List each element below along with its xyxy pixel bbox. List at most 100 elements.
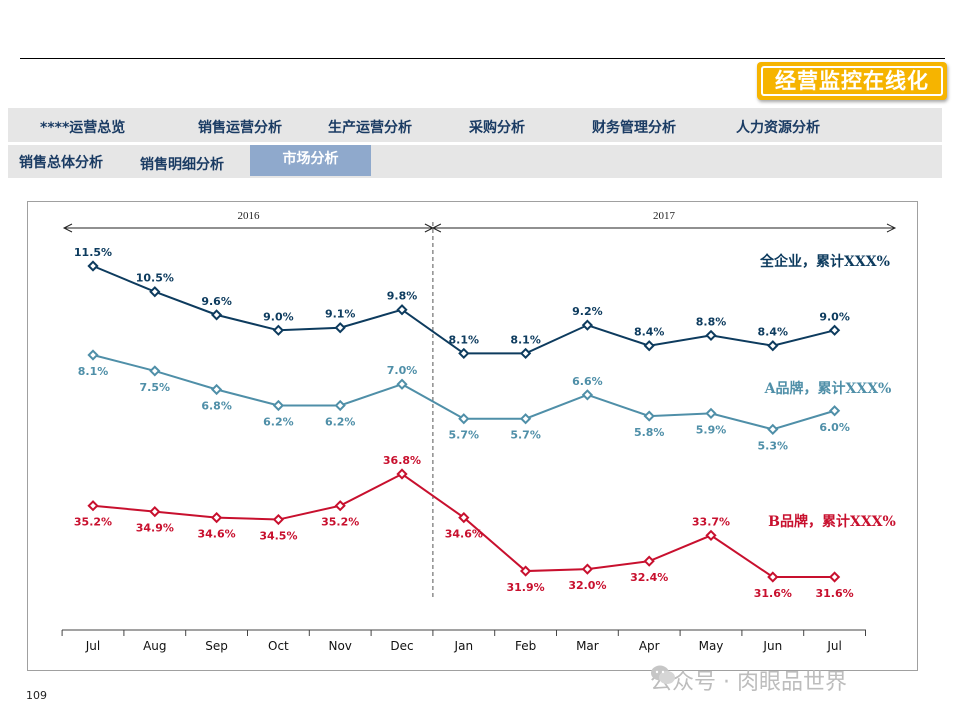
banner-title: 经营监控在线化 xyxy=(761,66,943,96)
data-label-total: 9.6% xyxy=(201,295,232,308)
data-point-brand-b xyxy=(767,571,779,583)
data-point-total xyxy=(705,329,717,342)
data-point-brand-a xyxy=(767,423,779,435)
data-label-total: 9.2% xyxy=(572,305,603,318)
data-label-brand-b: 34.6% xyxy=(198,528,236,541)
x-tick-label: Apr xyxy=(639,639,660,653)
x-tick-label: Aug xyxy=(143,639,166,653)
x-tick-label: Feb xyxy=(515,639,536,653)
year-label-2017: 2017 xyxy=(653,210,676,222)
chart-frame xyxy=(27,201,918,671)
data-point-total xyxy=(149,286,161,298)
data-point-total xyxy=(519,347,532,360)
data-label-total: 8.1% xyxy=(510,333,541,346)
year-arrow-right-2017 xyxy=(886,223,897,233)
x-tick-label: Mar xyxy=(576,639,599,653)
data-label-brand-a: 5.7% xyxy=(449,429,480,442)
data-point-total xyxy=(767,340,779,352)
data-label-total: 9.8% xyxy=(387,290,418,303)
data-label-brand-a: 6.0% xyxy=(819,421,850,434)
data-label-total: 11.5% xyxy=(74,246,112,259)
legend-brand-b: B品牌，累计XXX% xyxy=(768,513,896,530)
tab-hr[interactable]: 人力资源分析 xyxy=(736,120,820,136)
data-point-total xyxy=(458,347,470,360)
year-arrow-left-2016 xyxy=(62,223,73,233)
data-point-total xyxy=(210,309,223,321)
data-label-brand-a: 5.3% xyxy=(758,439,789,452)
data-label-brand-a: 5.9% xyxy=(696,423,727,436)
year-arrow-left-2017 xyxy=(431,223,442,233)
data-point-total xyxy=(272,324,285,336)
data-point-brand-a xyxy=(334,399,346,412)
tab-sales-detail[interactable]: 销售明细分析 xyxy=(140,157,224,173)
data-point-brand-b xyxy=(581,563,594,575)
data-point-brand-b xyxy=(334,500,346,512)
data-point-total xyxy=(643,340,655,352)
data-label-brand-a: 7.5% xyxy=(140,381,171,394)
data-point-brand-b xyxy=(519,565,532,577)
data-point-brand-b xyxy=(272,513,285,526)
data-point-brand-a xyxy=(828,405,841,417)
data-point-total xyxy=(396,304,408,316)
data-label-brand-a: 5.8% xyxy=(634,426,665,439)
data-label-brand-b: 32.0% xyxy=(568,579,606,592)
tab-production-ops[interactable]: 生产运营分析 xyxy=(328,120,412,136)
data-point-total xyxy=(581,319,594,331)
data-point-brand-b xyxy=(705,529,717,542)
tab-sales-overall[interactable]: 销售总体分析 xyxy=(19,155,103,171)
data-label-total: 8.4% xyxy=(634,326,665,339)
data-label-brand-a: 6.2% xyxy=(325,415,356,428)
data-label-brand-b: 36.8% xyxy=(383,454,421,467)
watermark: 公众号 · 肉眼品世界 xyxy=(650,664,847,696)
data-label-brand-a: 6.6% xyxy=(572,375,603,388)
data-label-brand-a: 5.7% xyxy=(510,429,541,442)
x-tick-label: Jun xyxy=(762,639,782,653)
tab-overview[interactable]: ****运营总览 xyxy=(40,120,126,136)
data-point-brand-b xyxy=(87,500,99,512)
data-label-brand-a: 6.8% xyxy=(201,400,232,413)
x-tick-label: Dec xyxy=(390,639,413,653)
x-tick-label: Sep xyxy=(205,639,228,653)
data-point-brand-a xyxy=(458,413,470,425)
data-label-brand-a: 6.2% xyxy=(263,415,294,428)
x-tick-label: May xyxy=(699,639,724,653)
tab-finance[interactable]: 财务管理分析 xyxy=(592,120,676,136)
data-label-brand-b: 34.5% xyxy=(259,530,297,543)
banner: 经营监控在线化 xyxy=(757,62,947,100)
data-label-brand-b: 32.4% xyxy=(630,571,668,584)
data-point-brand-b xyxy=(458,511,470,524)
primary-nav: ****运营总览 销售运营分析 生产运营分析 采购分析 财务管理分析 人力资源分… xyxy=(8,108,942,142)
data-point-brand-a xyxy=(581,389,594,401)
watermark-text: 公众号 · 肉眼品世界 xyxy=(650,670,847,695)
data-label-brand-b: 34.6% xyxy=(445,528,483,541)
data-label-brand-b: 31.6% xyxy=(816,587,854,600)
data-point-brand-b xyxy=(210,511,223,524)
x-tick-label: Jul xyxy=(85,639,100,653)
data-point-total xyxy=(334,322,346,334)
data-label-total: 9.1% xyxy=(325,308,356,321)
data-label-brand-b: 35.2% xyxy=(321,516,359,529)
wechat-icon xyxy=(651,665,675,684)
data-label-brand-a: 7.0% xyxy=(387,364,418,377)
data-label-brand-b: 33.7% xyxy=(692,515,730,528)
data-label-brand-b: 35.2% xyxy=(74,516,112,529)
tab-market[interactable]: 市场分析 xyxy=(250,145,371,176)
tab-procurement[interactable]: 采购分析 xyxy=(469,120,525,136)
data-label-brand-b: 31.9% xyxy=(507,581,545,594)
data-point-brand-a xyxy=(272,399,285,412)
x-tick-label: Nov xyxy=(328,639,351,653)
data-point-brand-b xyxy=(828,571,841,583)
data-point-total xyxy=(87,260,99,272)
page-number: 109 xyxy=(26,689,47,702)
tab-sales-ops[interactable]: 销售运营分析 xyxy=(198,120,282,136)
data-point-brand-b xyxy=(643,555,655,567)
data-point-brand-b xyxy=(396,468,408,480)
x-tick-label: Jul xyxy=(826,639,841,653)
data-label-total: 9.0% xyxy=(819,310,850,323)
data-label-total: 8.1% xyxy=(449,333,480,346)
data-label-total: 8.8% xyxy=(696,315,727,328)
data-point-brand-a xyxy=(149,365,161,377)
data-label-total: 10.5% xyxy=(136,272,174,285)
data-label-total: 8.4% xyxy=(758,326,789,339)
